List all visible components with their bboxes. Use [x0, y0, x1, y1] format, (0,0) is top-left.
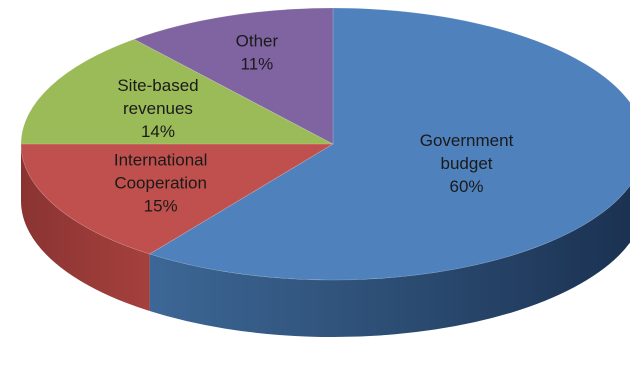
pie-label-line: Other [236, 31, 279, 50]
pie-label-line: revenues [123, 99, 193, 118]
pie-slices [20, 7, 630, 281]
pie-side-government-budget [149, 185, 630, 337]
pie-slice-international-cooperation [20, 143, 335, 255]
pie-label-value: 14% [141, 122, 175, 141]
pie-label-line: Cooperation [114, 173, 207, 192]
pie-slice-other [133, 7, 334, 145]
pie-label-line: budget [441, 154, 493, 173]
pie-label-other: Other 11% [236, 31, 279, 73]
pie-label-line: Site-based [117, 76, 198, 95]
pie-side-international-cooperation [21, 144, 150, 312]
pie-data-labels: Government budget 60% International Cooperat… [114, 31, 514, 215]
pie-slice-site-based-revenues [20, 38, 334, 145]
pie-label-value: 60% [450, 177, 484, 196]
pie-label-value: 11% [241, 54, 274, 73]
pie-label-international-cooperation: International Cooperation 15% [114, 150, 208, 215]
pie-label-line: Government [420, 131, 514, 150]
pie-label-site-based-revenues: Site-based revenues 14% [117, 76, 198, 141]
pie-label-government-budget: Government budget 60% [420, 131, 514, 196]
pie-side-walls [21, 144, 630, 337]
pie-label-value: 15% [144, 196, 178, 215]
pie-label-line: International [114, 150, 208, 169]
